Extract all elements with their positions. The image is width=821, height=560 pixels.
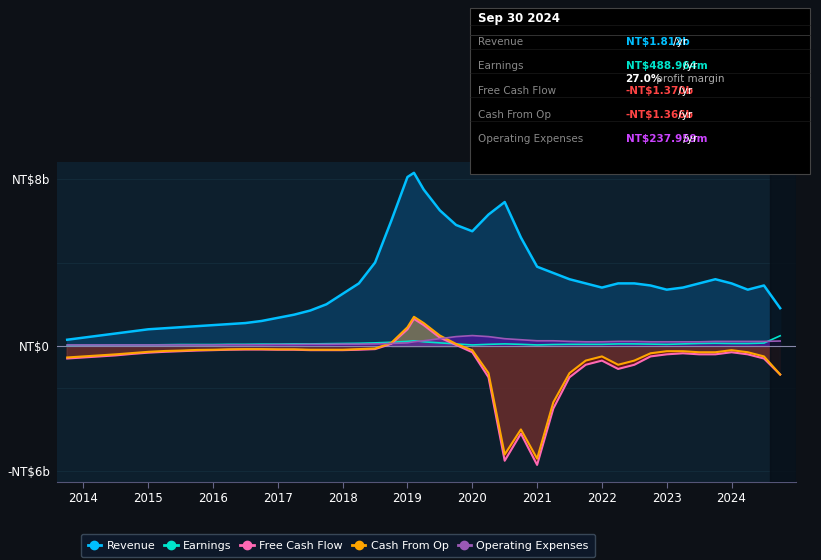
Text: /yr: /yr	[680, 62, 697, 72]
Text: /yr: /yr	[670, 38, 687, 48]
Text: profit margin: profit margin	[653, 74, 724, 85]
Legend: Revenue, Earnings, Free Cash Flow, Cash From Op, Operating Expenses: Revenue, Earnings, Free Cash Flow, Cash …	[81, 534, 595, 557]
Text: -NT$1.366b: -NT$1.366b	[626, 110, 694, 120]
Text: NT$1.812b: NT$1.812b	[626, 38, 690, 48]
Text: 27.0%: 27.0%	[626, 74, 662, 85]
Text: Sep 30 2024: Sep 30 2024	[478, 12, 560, 25]
Text: /yr: /yr	[680, 134, 697, 144]
Text: Earnings: Earnings	[478, 62, 523, 72]
Text: NT$237.959m: NT$237.959m	[626, 134, 707, 144]
Bar	[770, 162, 796, 482]
Text: Free Cash Flow: Free Cash Flow	[478, 86, 556, 96]
Text: Revenue: Revenue	[478, 38, 523, 48]
Text: Operating Expenses: Operating Expenses	[478, 134, 583, 144]
Text: /yr: /yr	[675, 110, 692, 120]
Text: NT$488.964m: NT$488.964m	[626, 62, 708, 72]
Text: /yr: /yr	[675, 86, 692, 96]
Text: -NT$1.370b: -NT$1.370b	[626, 86, 694, 96]
Text: Cash From Op: Cash From Op	[478, 110, 551, 120]
